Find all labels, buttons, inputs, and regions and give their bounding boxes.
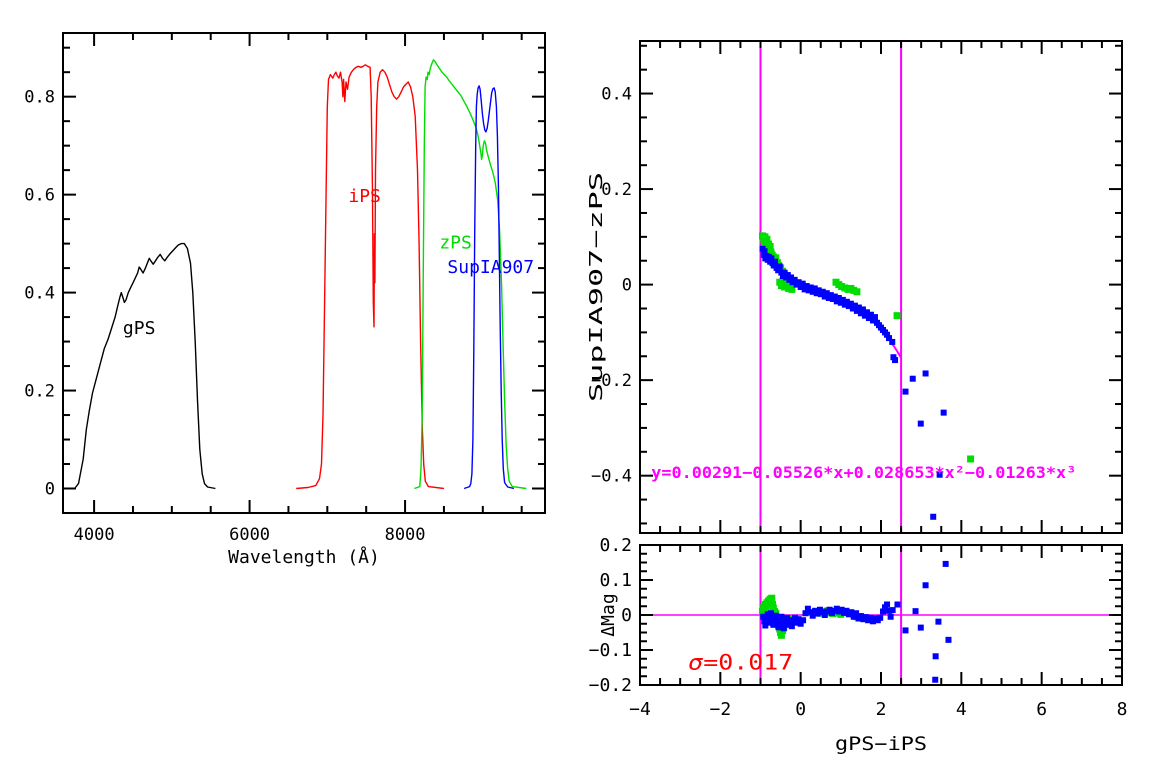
y-tick-label: −0.1 [589, 640, 632, 661]
curve-label-zPS: zPS [439, 233, 472, 254]
curve-SupIA907 [463, 85, 515, 490]
x-tick-label: 4 [956, 699, 967, 720]
y-tick-label: −0.4 [591, 467, 632, 487]
y-tick-label: 0.2 [599, 535, 632, 556]
y-tick-label: 0.8 [24, 88, 55, 108]
y-tick-label: 0 [622, 276, 632, 296]
y-tick-label: 0.2 [24, 382, 55, 402]
curve-label-iPS: iPS [348, 186, 381, 207]
curve-label-SupIA907: SupIA907 [447, 257, 534, 278]
scatter-blue-sample [759, 245, 947, 520]
x-axis-label-color: gPS−iPS [835, 733, 927, 755]
sigma-label: σ =0.017 [688, 650, 793, 674]
fit-equation-label: y=0.00291−0.05526*x+0.028653*x²−0.01263*… [651, 463, 1076, 482]
plot-frame [639, 40, 1123, 534]
x-tick-label: 2 [876, 699, 887, 720]
y-tick-label: 0.4 [601, 85, 632, 105]
curve-label-gPS: gPS [123, 318, 156, 339]
y-tick-label: 0.2 [601, 180, 632, 200]
scatter-green-sample [759, 232, 975, 463]
residuals-panel: σ =0.017 −4 −2 0 2 4 6 8 −0.2 −0.1 0 0.1 0.2 gPS−iPS ΔM… [589, 535, 1128, 755]
y-tick-label: −0.2 [591, 371, 632, 391]
x-tick-label: 0 [795, 699, 806, 720]
y-tick-label: 0.1 [599, 570, 632, 591]
x-tick-label: −4 [629, 699, 651, 720]
y-tick-label: 0.4 [24, 284, 55, 304]
scatter-blue-sample [760, 560, 952, 683]
filter-transmission-panel: gPS iPS zPS SupIA907 4000 6000 8000 0 0.2 0.4 0.6 0… [24, 32, 546, 568]
y-axis-label-dmag: ΔMag [598, 593, 619, 636]
y-tick-label: −0.2 [589, 675, 632, 696]
y-tick-label: 0 [621, 605, 632, 626]
color-color-panel: y=0.00291−0.05526*x+0.028653*x²−0.01263*… [586, 40, 1123, 534]
curve-gPS [74, 242, 216, 490]
curve-iPS [296, 64, 444, 490]
y-tick-label: 0 [45, 480, 55, 500]
plot-frame [62, 32, 546, 514]
x-tick-label: −2 [709, 699, 731, 720]
x-axis-label-wavelength: Wavelength (Å) [228, 546, 380, 568]
curve-zPS [414, 59, 527, 490]
x-tick-label: 6000 [229, 525, 270, 545]
y-tick-label: 0.6 [24, 186, 55, 206]
x-tick-label: 8 [1117, 699, 1128, 720]
x-tick-label: 8000 [385, 525, 426, 545]
x-tick-label: 4000 [74, 525, 115, 545]
y-axis-label-color: SupIA907−zPS [586, 172, 607, 402]
x-tick-label: 6 [1036, 699, 1047, 720]
